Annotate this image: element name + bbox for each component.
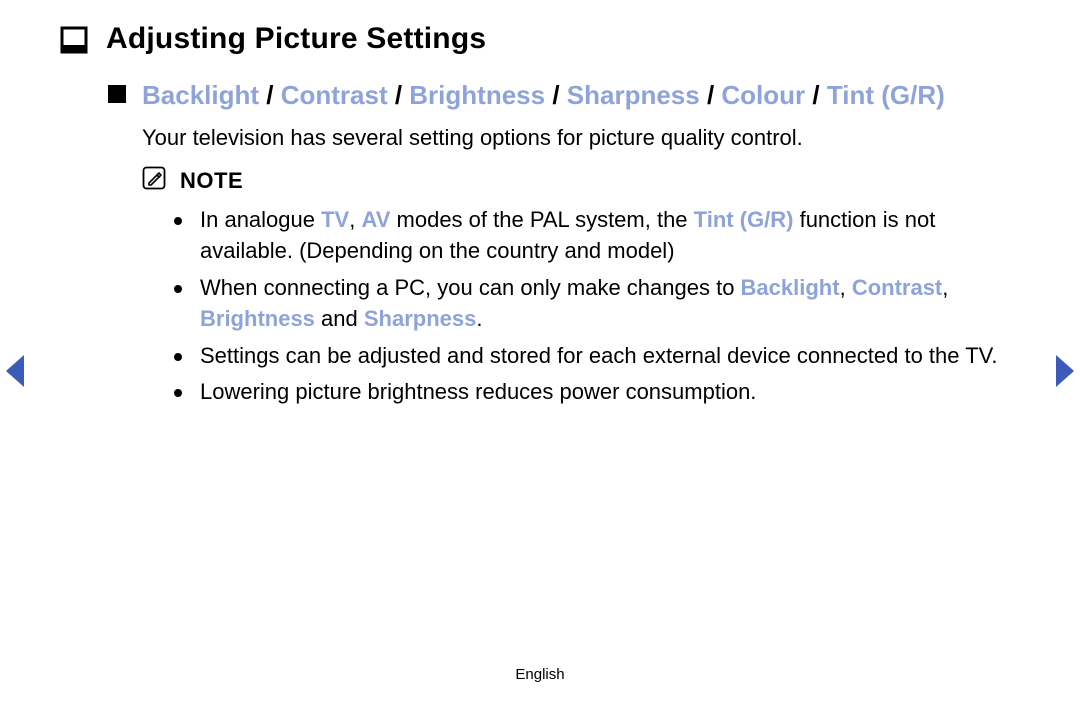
note-text: When connecting a PC, you can only make … bbox=[200, 275, 741, 300]
note-block: NOTE In analogue TV, AV modes of the PAL… bbox=[142, 166, 1020, 408]
note-text: Lowering picture brightness reduces powe… bbox=[200, 379, 756, 404]
note-text: and bbox=[315, 306, 364, 331]
manual-page: Adjusting Picture Settings Backlight / C… bbox=[0, 0, 1080, 705]
note-text: modes of the PAL system, the bbox=[390, 207, 693, 232]
note-text: , bbox=[942, 275, 948, 300]
highlight-term: Tint (G/R) bbox=[694, 207, 794, 232]
section: Backlight / Contrast / Brightness / Shar… bbox=[60, 79, 1020, 408]
footer-language: English bbox=[0, 666, 1080, 683]
note-item: Settings can be adjusted and stored for … bbox=[174, 341, 1020, 372]
square-bullet-icon bbox=[108, 85, 126, 103]
note-text: , bbox=[840, 275, 852, 300]
highlight-term: Backlight bbox=[741, 275, 840, 300]
note-list: In analogue TV, AV modes of the PAL syst… bbox=[142, 205, 1020, 408]
note-pencil-icon bbox=[142, 166, 166, 195]
note-text: In analogue bbox=[200, 207, 321, 232]
subheading-item: Tint (G/R) bbox=[827, 80, 945, 110]
note-text: . bbox=[476, 306, 482, 331]
subheading-item: Colour bbox=[721, 80, 805, 110]
highlight-term: TV bbox=[321, 207, 349, 232]
slash-separator: / bbox=[388, 80, 410, 110]
highlight-term: AV bbox=[361, 207, 390, 232]
prev-page-arrow[interactable] bbox=[6, 355, 24, 387]
note-head: NOTE bbox=[142, 166, 1020, 195]
subheading-item: Sharpness bbox=[567, 80, 700, 110]
slash-separator: / bbox=[700, 80, 722, 110]
page-title: Adjusting Picture Settings bbox=[106, 22, 486, 56]
note-text: Settings can be adjusted and stored for … bbox=[200, 343, 997, 368]
subheading-row: Backlight / Contrast / Brightness / Shar… bbox=[108, 79, 1020, 113]
subheading-item: Contrast bbox=[281, 80, 388, 110]
note-label: NOTE bbox=[180, 168, 243, 194]
highlight-term: Sharpness bbox=[364, 306, 477, 331]
highlight-term: Contrast bbox=[852, 275, 942, 300]
slash-separator: / bbox=[545, 80, 567, 110]
slash-separator: / bbox=[805, 80, 827, 110]
slash-separator: / bbox=[259, 80, 281, 110]
subheading: Backlight / Contrast / Brightness / Shar… bbox=[142, 79, 945, 113]
note-item: Lowering picture brightness reduces powe… bbox=[174, 377, 1020, 408]
subheading-item: Backlight bbox=[142, 80, 259, 110]
note-item: When connecting a PC, you can only make … bbox=[174, 273, 1020, 335]
section-box-icon bbox=[60, 26, 88, 59]
subheading-item: Brightness bbox=[409, 80, 545, 110]
highlight-term: Brightness bbox=[200, 306, 315, 331]
note-item: In analogue TV, AV modes of the PAL syst… bbox=[174, 205, 1020, 267]
page-title-row: Adjusting Picture Settings bbox=[60, 22, 1020, 59]
next-page-arrow[interactable] bbox=[1056, 355, 1074, 387]
note-text: , bbox=[349, 207, 361, 232]
intro-text: Your television has several setting opti… bbox=[142, 123, 1020, 153]
